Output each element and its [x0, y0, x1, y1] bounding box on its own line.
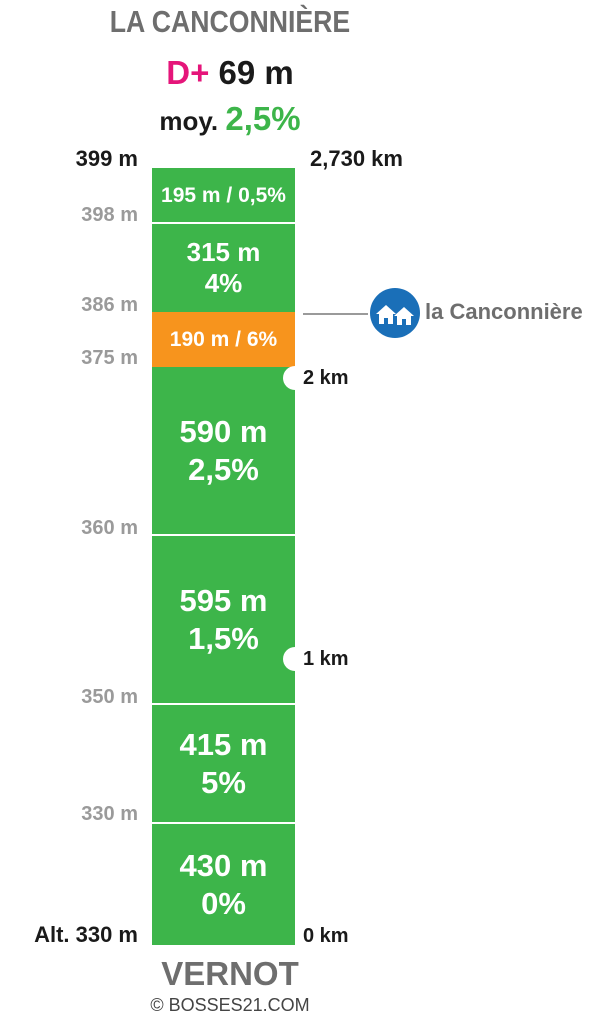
- poi-leader-line: [303, 313, 368, 315]
- segment-2: 315 m 4%: [152, 224, 295, 312]
- avg-label: moy.: [159, 106, 219, 136]
- segment-2-line2: 4%: [204, 268, 243, 298]
- segment-4-line1: 590 m: [179, 414, 268, 450]
- altitude-label: 398 m: [81, 204, 138, 226]
- altitude-label: 386 m: [81, 294, 138, 316]
- poi-label: la Canconnière: [425, 299, 583, 324]
- km-marker-2: 2 km: [303, 367, 349, 389]
- start-altitude: Alt. 330 m: [34, 922, 138, 947]
- segment-5-line1: 595 m: [179, 583, 268, 619]
- segment-2-line1: 315 m: [186, 236, 261, 267]
- segment-1: 195 m / 0,5%: [152, 168, 295, 223]
- total-distance: 2,730 km: [310, 146, 403, 171]
- segment-7-line1: 430 m: [179, 848, 268, 884]
- km-notch-1: [283, 647, 307, 671]
- copyright: © BOSSES21.COM: [150, 995, 310, 1015]
- average-gradient: moy. 2,5%: [0, 100, 460, 138]
- climb-title: LA CANCONNIÈRE: [109, 4, 351, 39]
- altitude-label: 330 m: [81, 803, 138, 825]
- segment-7: 430 m 0%: [152, 824, 295, 945]
- segment-4: 590 m 2,5%: [152, 367, 295, 534]
- segment-1-line1: 195 m / 0,5%: [161, 183, 286, 207]
- elevation-gain: D+ 69 m: [0, 54, 460, 92]
- km-notch-2: [283, 366, 307, 390]
- segment-6-line1: 415 m: [179, 727, 268, 763]
- segment-6: 415 m 5%: [152, 705, 295, 822]
- dplus-label: D+: [166, 54, 210, 91]
- start-location: VERNOT: [161, 955, 299, 992]
- houses-icon: [370, 288, 420, 338]
- segment-3-line1: 190 m / 6%: [169, 327, 278, 351]
- segment-7-line2: 0%: [201, 885, 246, 921]
- segment-5: 595 m 1,5%: [152, 536, 295, 703]
- avg-value: 2,5%: [225, 100, 301, 137]
- altitude-label: 375 m: [81, 347, 138, 369]
- altitude-label: 350 m: [81, 686, 138, 708]
- segment-5-line2: 1,5%: [188, 620, 259, 656]
- segment-6-line2: 5%: [201, 764, 246, 800]
- km-marker-1: 1 km: [303, 648, 349, 670]
- segment-4-line2: 2,5%: [188, 451, 259, 487]
- dplus-value: 69 m: [218, 54, 294, 91]
- summit-altitude: 399 m: [75, 146, 138, 171]
- km-marker-0: 0 km: [303, 925, 349, 947]
- altitude-label: 360 m: [81, 517, 138, 539]
- segment-3: 190 m / 6%: [152, 312, 295, 367]
